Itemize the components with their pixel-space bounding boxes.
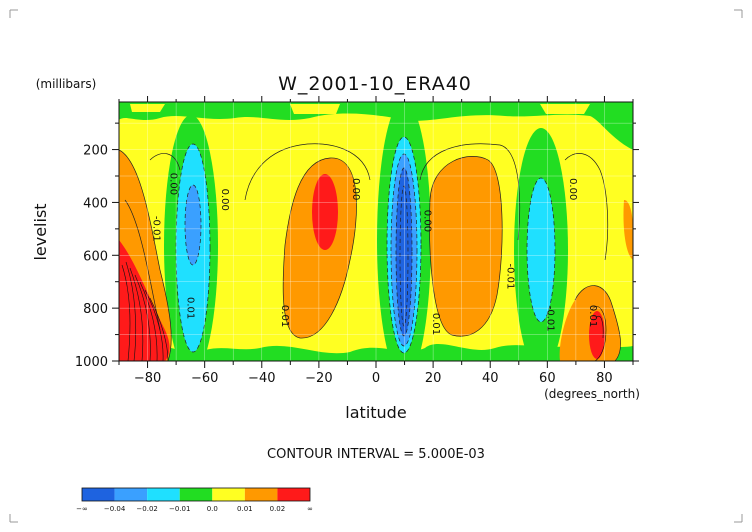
contour-label: 0.01 (279, 305, 290, 327)
contour-region (283, 157, 357, 339)
grid-lines (119, 102, 633, 361)
contour-region (527, 178, 555, 322)
colorbar-label: 0.0 (207, 505, 218, 513)
contour-label: 0.00 (167, 173, 178, 195)
negative-contour-lines (175, 136, 556, 354)
y-tick-label: 600 (83, 249, 108, 264)
y-axis-units: (millibars) (36, 77, 97, 91)
y-axis-label: levelist (31, 203, 50, 260)
y-tick-label: 400 (83, 196, 108, 211)
x-tick-label: 40 (482, 371, 499, 386)
contour-label: -0.01 (150, 216, 161, 242)
y-tick-label: 200 (83, 144, 108, 159)
x-axis: −80 −60 −40 −20 0 20 40 60 80 (118, 96, 634, 386)
contour-label: 0.00 (422, 210, 433, 232)
contour-label: 0.01 (430, 313, 441, 335)
colorbar-label: −0.01 (169, 505, 190, 513)
x-tick-label: 80 (596, 371, 613, 386)
contour-label: -0.01 (544, 306, 555, 332)
colorbar-swatch (179, 488, 213, 501)
x-tick-label: 60 (539, 371, 556, 386)
contour-region (396, 168, 412, 336)
x-tick-label: 0 (372, 371, 380, 386)
chart-title: W_2001-10_ERA40 (278, 73, 472, 95)
top-yellow-patch (540, 104, 590, 114)
contour-region (589, 311, 605, 359)
contour-interval-text: CONTOUR INTERVAL = 5.000E-03 (267, 447, 485, 462)
contour-label: 0.00 (567, 178, 578, 200)
colorbar-swatch (82, 488, 115, 501)
top-yellow-patch (290, 104, 340, 114)
contour-labels: 0.00 0.00 -0.01 0.01 0.00 0.01 0.00 0.01 -0.01 -0… (150, 173, 598, 335)
colorbar-swatch (147, 488, 180, 501)
colorbar-swatch (244, 488, 278, 501)
colorbar-label: −0.02 (136, 505, 157, 513)
x-tick-label: −60 (191, 371, 218, 386)
contour-label: 0.00 (219, 189, 230, 211)
x-tick-label: 20 (425, 371, 442, 386)
contour-region (623, 200, 633, 260)
y-tick-label: 800 (83, 302, 108, 317)
contour-label: -0.01 (504, 263, 515, 289)
colorbar-swatch (212, 488, 245, 501)
contour-region (312, 174, 338, 250)
x-axis-units: (degrees_north) (544, 387, 640, 401)
colorbar-label: 0.02 (270, 505, 286, 513)
top-green-band (119, 102, 633, 150)
contour-label: 0.01 (587, 305, 598, 327)
contour-label: 0.01 (185, 297, 196, 319)
colorbar: −∞ −0.04 −0.02 −0.01 0.0 0.01 0.02 ∞ (76, 487, 313, 513)
colorbar-frame (81, 487, 311, 502)
colorbar-label: 0.01 (237, 505, 253, 513)
plot-area: 0.00 0.00 -0.01 0.01 0.00 0.01 0.00 0.01 -0.01 -0… (119, 102, 633, 361)
colorbar-swatch (114, 488, 148, 501)
y-axis: 200 400 600 800 1000 (75, 122, 639, 370)
y-tick-label: 1000 (75, 355, 108, 370)
colorbar-label: ∞ (307, 505, 313, 513)
contour-region (185, 185, 201, 265)
page-corner-marks (9, 9, 743, 523)
x-tick-label: −40 (248, 371, 275, 386)
contour-label: 0.00 (350, 178, 361, 200)
x-tick-label: −20 (305, 371, 332, 386)
colorbar-swatch (277, 488, 310, 501)
colorbar-label: −0.04 (104, 505, 126, 513)
contour-region (429, 156, 503, 337)
colorbar-label: −∞ (76, 505, 88, 513)
x-axis-label: latitude (345, 403, 406, 422)
x-tick-label: −80 (134, 371, 161, 386)
